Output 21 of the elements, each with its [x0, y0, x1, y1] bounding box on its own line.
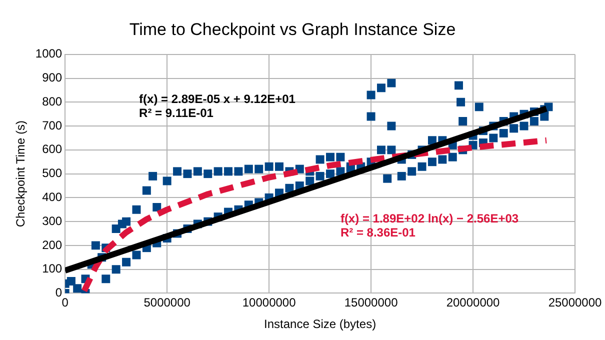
y-tick-label: 900 [42, 70, 62, 85]
y-tick-label: 1000 [35, 46, 62, 61]
x-tick-label: 10000000 [242, 296, 296, 310]
x-tick-label: 20000000 [446, 296, 500, 310]
annotation: f(x) = 1.89E+02 ln(x) − 2.56E+03 R² = 8.36E-01 [340, 211, 519, 240]
y-tick-label: 800 [42, 94, 62, 108]
x-tick-label: 5000000 [144, 296, 191, 310]
y-tick-label: 200 [42, 238, 62, 252]
x-axis-title: Instance Size (bytes) [264, 317, 376, 332]
y-tick-label: 100 [42, 262, 62, 276]
x-tick-label: 15000000 [344, 296, 398, 310]
y-tick-label: 0 [55, 286, 62, 300]
x-tick-label: 25000000 [548, 296, 602, 310]
annotation: f(x) = 2.89E-05 x + 9.12E+01 R² = 9.11E-01 [139, 92, 296, 120]
y-tick-label: 600 [42, 142, 62, 156]
chart-title: Time to Checkpoint vs Graph Instance Size [129, 20, 456, 39]
y-tick-label: 700 [42, 118, 62, 132]
y-tick-label: 400 [42, 190, 62, 204]
y-tick-label: 500 [42, 166, 62, 180]
y-axis-title: Checkpoint Time (s) [14, 120, 28, 228]
y-tick-label: 300 [42, 214, 62, 228]
